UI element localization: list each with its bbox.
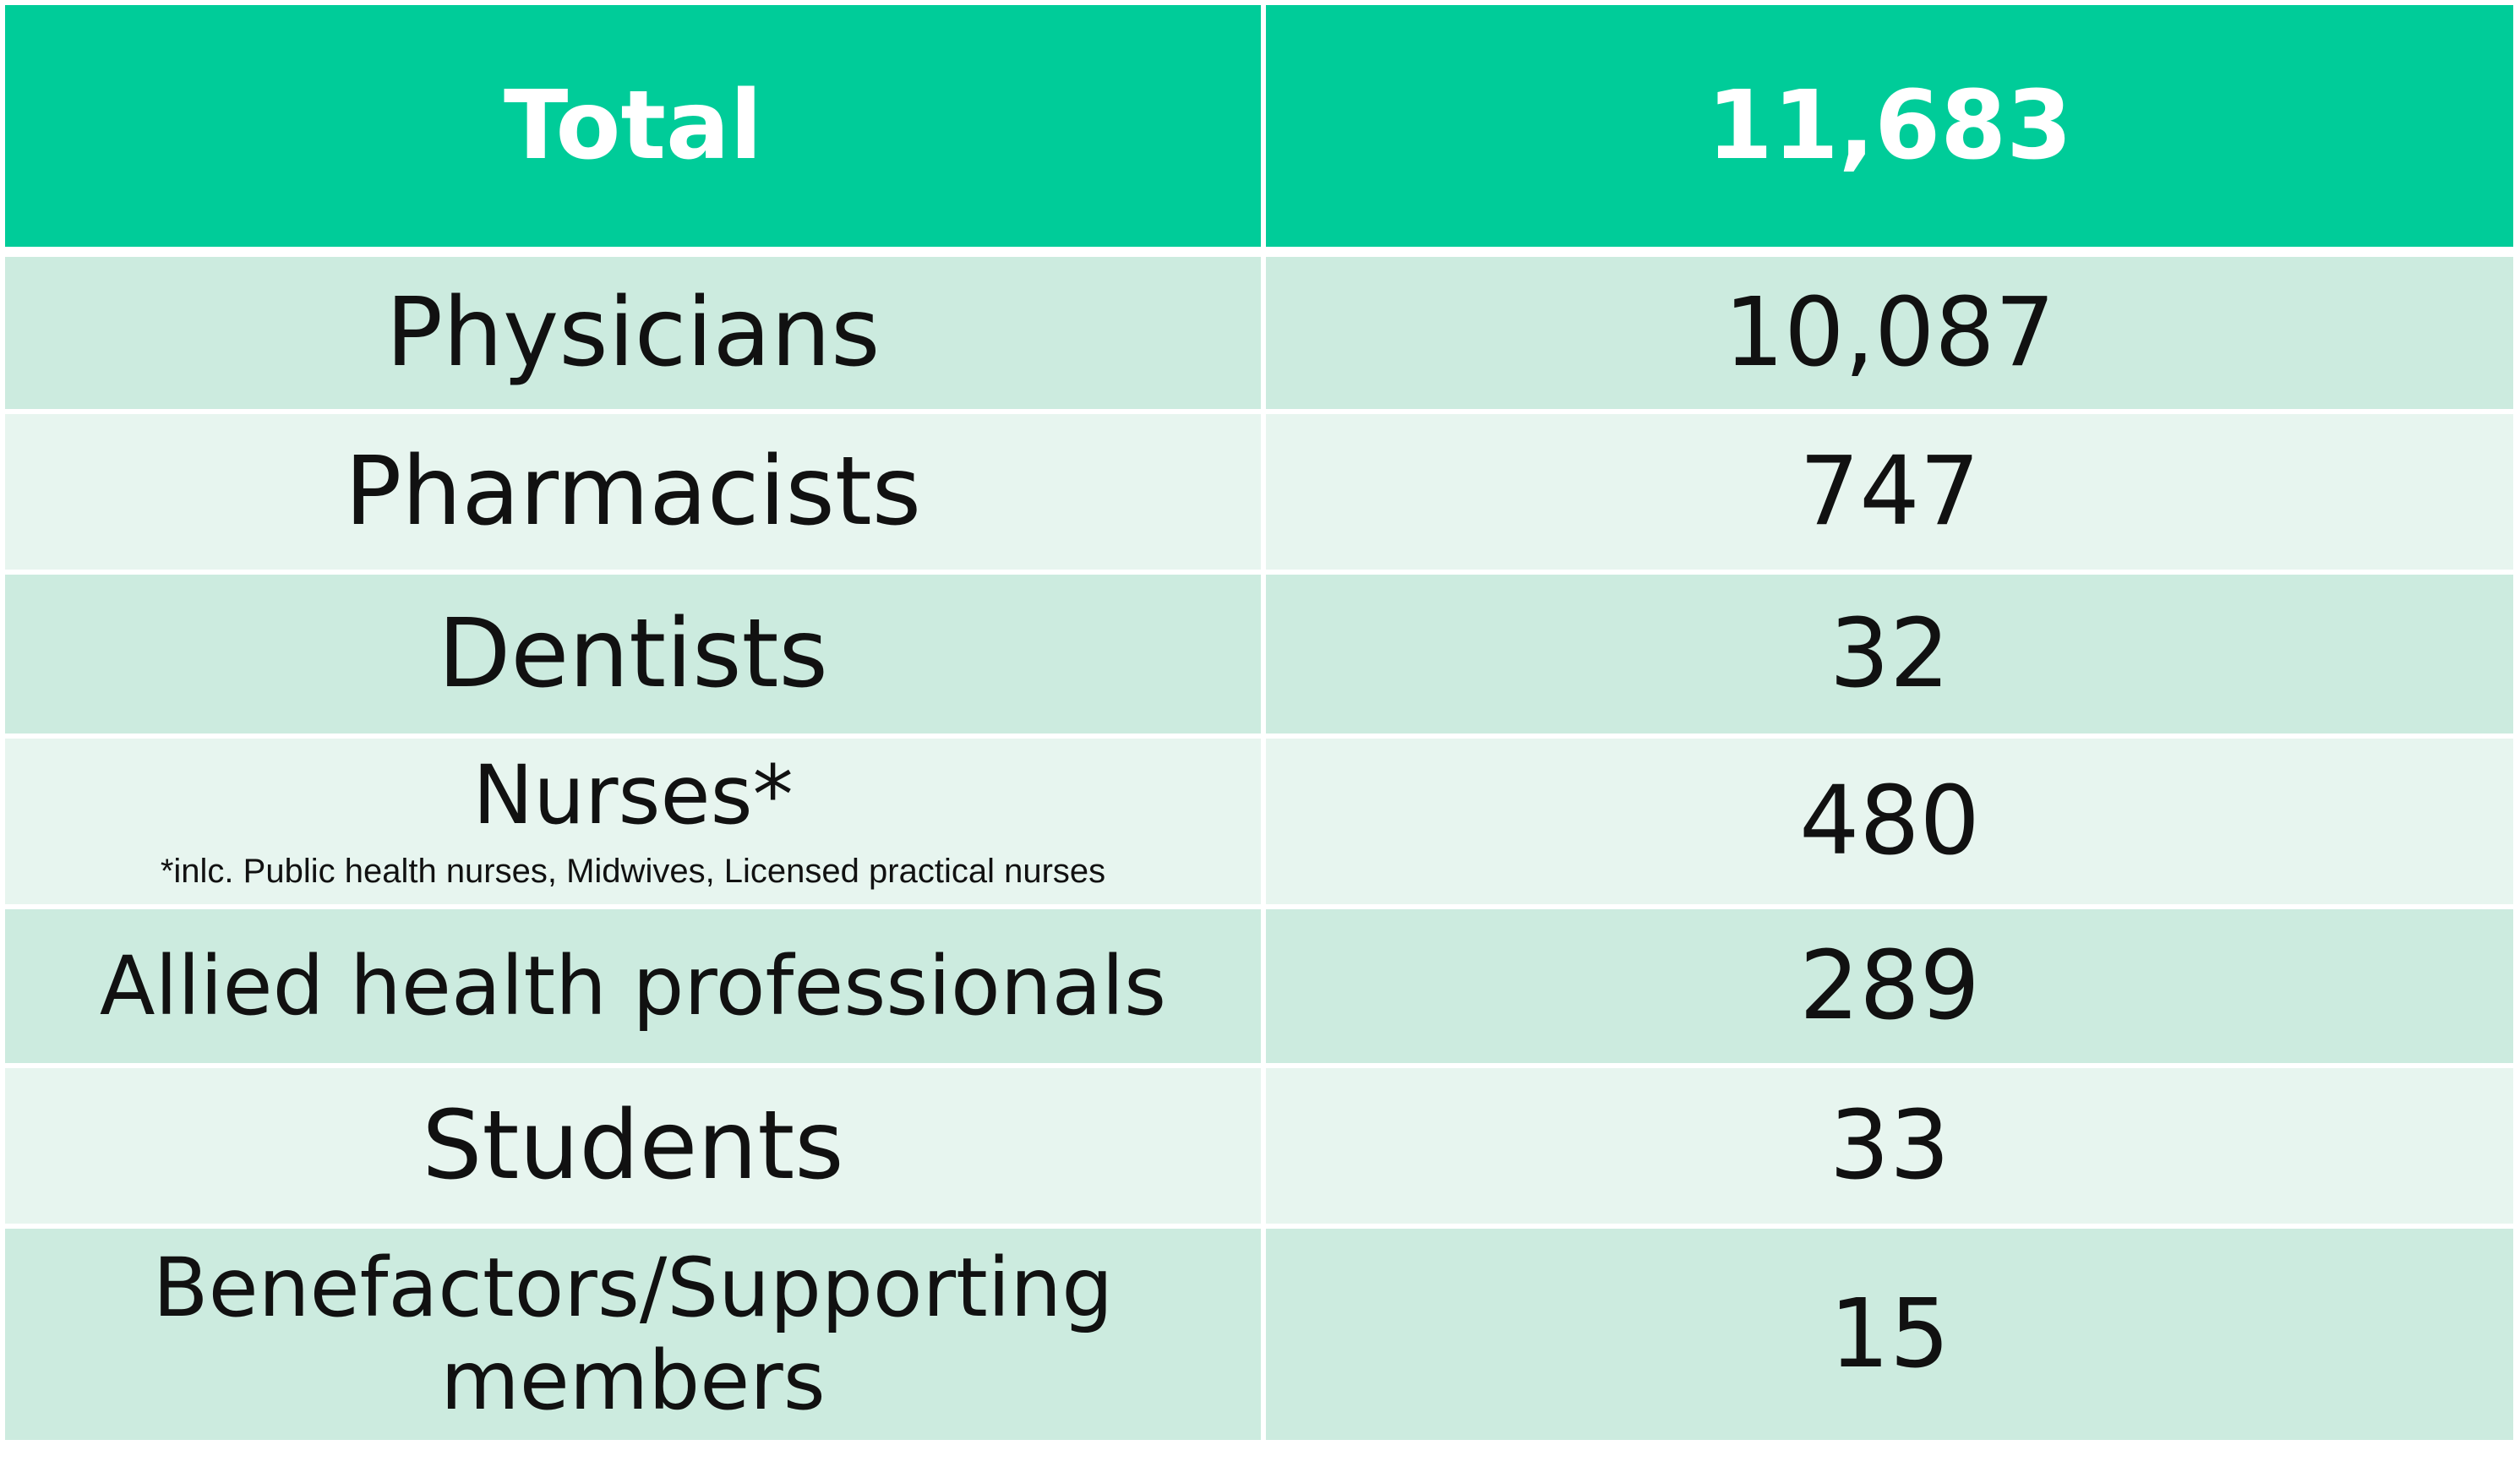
row-value: 747 (1799, 437, 1980, 547)
row-value: 33 (1829, 1091, 1950, 1201)
row-value: 480 (1799, 766, 1980, 876)
row-footnote: *inlc. Public health nurses, Midwives, L… (160, 853, 1106, 890)
row-label-line1: Benefactors/Supporting (152, 1240, 1114, 1335)
table-row: Benefactors/Supporting members 15 (0, 1229, 2520, 1440)
table-row: Pharmacists 747 (0, 414, 2520, 570)
row-value-cell: 747 (1266, 414, 2513, 570)
row-value-cell: 289 (1266, 909, 2513, 1063)
row-label: Pharmacists (344, 437, 922, 547)
table-row: Nurses* *inlc. Public health nurses, Mid… (0, 739, 2520, 904)
row-label-cell: Allied health professionals (5, 909, 1261, 1063)
row-value-cell: 33 (1266, 1068, 2513, 1224)
header-total-label: Total (504, 71, 762, 181)
table-header-row: Total 11,683 (0, 5, 2520, 247)
row-value-cell: 15 (1266, 1229, 2513, 1440)
row-label: Dentists (438, 599, 828, 709)
row-label-cell: Nurses* *inlc. Public health nurses, Mid… (5, 739, 1261, 904)
row-label: Nurses* (472, 748, 794, 843)
table-row: Allied health professionals 289 (0, 909, 2520, 1063)
row-label: Physicians (385, 278, 881, 388)
row-value-cell: 32 (1266, 575, 2513, 734)
header-total-value: 11,683 (1706, 71, 2073, 181)
row-label-cell: Students (5, 1068, 1261, 1224)
row-label-line2: members (440, 1333, 826, 1428)
row-value: 10,087 (1724, 278, 2055, 388)
row-label: Students (422, 1091, 844, 1201)
table-row: Dentists 32 (0, 575, 2520, 734)
row-label-cell: Benefactors/Supporting members (5, 1229, 1261, 1440)
row-value: 15 (1829, 1279, 1950, 1389)
table-row: Students 33 (0, 1068, 2520, 1224)
table-row: Physicians 10,087 (0, 257, 2520, 409)
row-label: Allied health professionals (99, 939, 1167, 1033)
row-value-cell: 10,087 (1266, 257, 2513, 409)
row-label-cell: Physicians (5, 257, 1261, 409)
row-label-cell: Pharmacists (5, 414, 1261, 570)
row-label-cell: Dentists (5, 575, 1261, 734)
header-total-label-cell: Total (5, 5, 1261, 247)
header-total-value-cell: 11,683 (1266, 5, 2513, 247)
row-value: 32 (1829, 599, 1950, 709)
row-value-cell: 480 (1266, 739, 2513, 904)
row-value: 289 (1799, 931, 1980, 1041)
